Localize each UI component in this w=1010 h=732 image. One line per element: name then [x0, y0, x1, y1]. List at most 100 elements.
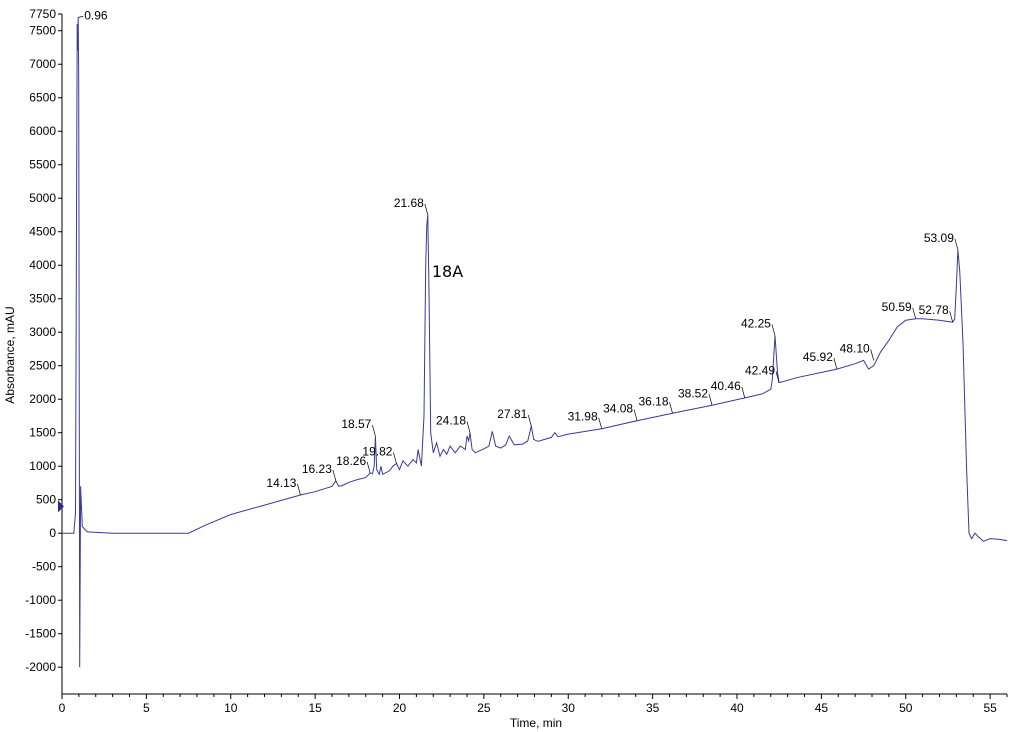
peak-label-text: 24.18 [436, 414, 466, 428]
peak-label-leader [833, 357, 838, 370]
y-tick-label: -1500 [25, 627, 56, 641]
y-tick-label: 0 [49, 526, 56, 540]
peak-label-text: 50.59 [882, 300, 912, 314]
threshold-marker-icon [58, 500, 64, 513]
x-tick-label: 35 [646, 701, 660, 715]
peak-label-text: 48.10 [840, 341, 870, 355]
y-tick-label: 3000 [29, 325, 56, 339]
peak-label-leader [332, 469, 337, 482]
peak-label-leader [527, 414, 532, 427]
y-tick-label: 2500 [29, 359, 56, 373]
y-ticks: -2000 -1500 -1000 -500 0 500 1000 1500 2000 2500 3… [25, 7, 62, 674]
peak-label-leader [393, 452, 397, 464]
x-axis-title: Time, min [510, 716, 562, 730]
peak-label-leader [912, 307, 917, 319]
peak-label-text: 45.92 [803, 350, 833, 364]
peak-label-leader [372, 424, 376, 437]
peak-label: 45.92 [803, 350, 838, 370]
peak-label-leader [771, 324, 776, 336]
peak-label: 42.49 [745, 363, 780, 383]
peak-label: 31.98 [568, 410, 603, 429]
peak-label-text: 19.82 [362, 445, 392, 459]
y-tick-label: 1000 [29, 459, 56, 473]
y-tick-label: -2000 [25, 660, 56, 674]
y-axis-title: Absorbance, mAU [3, 306, 17, 403]
peak-label-leader [633, 409, 638, 421]
peak-label: 27.81 [497, 407, 532, 427]
peak-label-leader [949, 311, 954, 323]
peak-label-text: 34.08 [603, 402, 633, 416]
peak-label-text: 42.25 [741, 317, 771, 331]
peak-label: 16.23 [302, 462, 337, 482]
x-ticks: 0 5 10 15 20 25 30 35 40 45 50 55 [59, 694, 1008, 715]
peak-label-text: 21.68 [394, 196, 424, 210]
y-tick-label: 5000 [29, 191, 56, 205]
peak-label: 21.68 [394, 196, 429, 216]
peak-label-text: 18.57 [341, 417, 371, 431]
peak-label-text: 53.09 [924, 231, 954, 245]
peak-label-leader [366, 461, 371, 474]
peak-label-leader [466, 421, 471, 433]
peak-label: 19.82 [362, 445, 397, 464]
peak-label: 50.59 [882, 300, 917, 319]
x-tick-label: 5 [143, 701, 150, 715]
x-tick-label: 15 [308, 701, 322, 715]
peak-label: 42.25 [741, 317, 776, 336]
y-tick-label: 500 [36, 493, 56, 507]
x-tick-label: 10 [224, 701, 238, 715]
peak-label-leader [78, 16, 84, 18]
x-tick-label: 40 [730, 701, 744, 715]
peak-label: 48.10 [840, 341, 875, 361]
peak-label-text: 38.52 [678, 386, 708, 400]
y-tick-label: 6000 [29, 124, 56, 138]
peak-labels: 0.96 14.13 16.23 18.26 18.57 19.82 21.68 24.18 2… [78, 8, 959, 496]
peak-label-text: 40.46 [711, 379, 741, 393]
peak-label: 38.52 [678, 386, 713, 406]
peak-label: 34.08 [603, 402, 638, 421]
peak-label-text: 0.96 [84, 8, 108, 22]
y-tick-label: 4500 [29, 225, 56, 239]
y-tick-label: 6500 [29, 91, 56, 105]
peak-label: 24.18 [436, 414, 471, 433]
peak-label: 40.46 [711, 379, 746, 398]
peak-label-text: 36.18 [639, 394, 669, 408]
chromatogram-trace [62, 17, 1008, 668]
peak-label-text: 14.13 [266, 476, 296, 490]
annotations: 18A [432, 262, 463, 281]
x-tick-label: 55 [983, 701, 997, 715]
compound-annotation: 18A [432, 262, 463, 281]
peak-label: 36.18 [639, 394, 673, 414]
peak-label: 52.78 [919, 303, 954, 323]
y-tick-label: 3500 [29, 292, 56, 306]
peak-label-leader [669, 402, 673, 414]
peak-label-text: 18.26 [336, 454, 366, 468]
y-tick-label: 1500 [29, 426, 56, 440]
peak-label-leader [424, 203, 429, 216]
y-tick-label: 2000 [29, 392, 56, 406]
x-tick-label: 45 [815, 701, 829, 715]
peak-label: 14.13 [266, 476, 301, 496]
y-tick-label: 4000 [29, 258, 56, 272]
y-tick-label: 5500 [29, 158, 56, 172]
x-tick-label: 50 [899, 701, 913, 715]
peak-label-leader [598, 417, 603, 429]
peak-label-leader [870, 349, 875, 361]
peak-label: 18.57 [341, 417, 376, 437]
peak-label-text: 52.78 [919, 303, 949, 317]
y-tick-label: -500 [32, 560, 56, 574]
peak-label-leader [954, 238, 959, 250]
peak-label-leader [708, 394, 713, 406]
peak-label-text: 31.98 [568, 410, 598, 424]
peak-label: 0.96 [78, 8, 108, 22]
y-tick-label: 7750 [29, 7, 56, 21]
x-tick-label: 30 [562, 701, 576, 715]
peak-label-leader [775, 371, 780, 383]
x-tick-label: 25 [477, 701, 491, 715]
x-tick-label: 20 [393, 701, 407, 715]
peak-label-text: 16.23 [302, 462, 332, 476]
y-tick-label: 7000 [29, 57, 56, 71]
y-tick-label: 7500 [29, 24, 56, 38]
x-tick-label: 0 [59, 701, 66, 715]
peak-label-leader [741, 386, 746, 398]
